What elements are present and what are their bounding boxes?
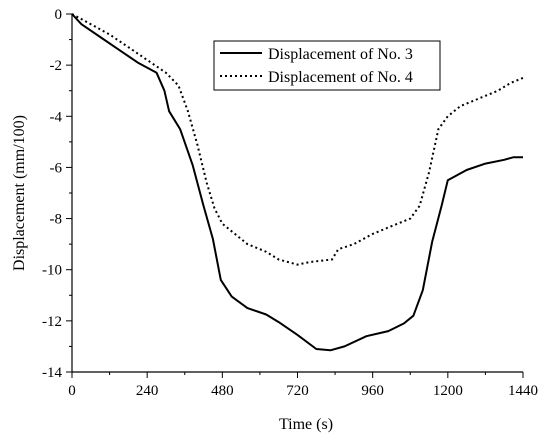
y-tick-label: -4 [50,109,63,125]
x-tick-label: 960 [361,383,384,399]
x-axis-title: Time (s) [279,416,333,433]
y-axis-ticks: 0 -2 -4 -6 -8 -10 -12 -14 [42,7,72,381]
x-axis-ticks: 0 240 480 720 960 1200 1440 [68,372,538,399]
legend-label-no3: Displacement of No. 3 [268,46,413,63]
y-tick-label: -2 [50,58,63,74]
y-tick-label: -10 [42,263,62,279]
y-tick-label: -12 [42,314,62,330]
series-line-no3 [71,13,523,352]
series-layer [71,13,524,352]
x-tick-label: 720 [286,383,309,399]
x-tick-label: 1440 [508,383,538,399]
y-tick-label: -8 [50,212,63,228]
x-tick-label: 1200 [433,383,463,399]
series-line-no4 [71,13,524,266]
x-tick-label: 240 [136,383,159,399]
y-tick-label: -6 [50,160,63,176]
legend: Displacement of No. 3 Displacement of No… [213,40,441,91]
x-tick-label: 0 [68,383,76,399]
legend-label-no4: Displacement of No. 4 [268,69,413,86]
y-tick-label: 0 [55,7,63,23]
y-tick-label: -14 [42,365,62,381]
legend-box [213,40,441,91]
x-tick-label: 480 [211,383,234,399]
y-axis-title: Displacement (mm/100) [11,115,28,271]
